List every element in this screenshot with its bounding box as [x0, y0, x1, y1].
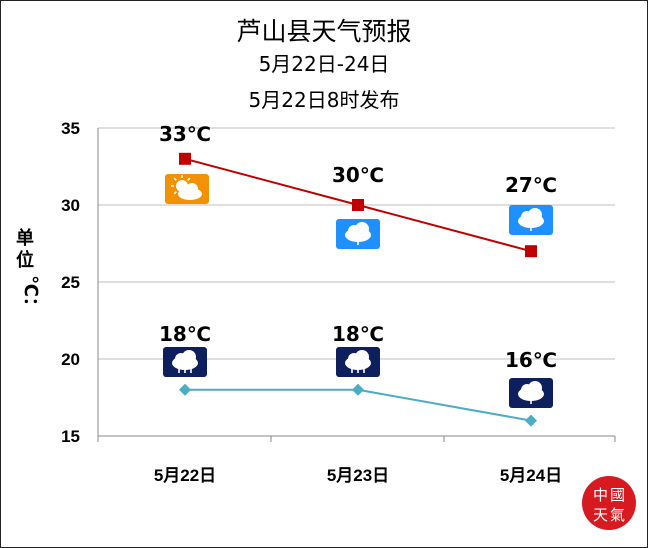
x-tick-label: 5月22日	[154, 466, 216, 485]
issue-time: 5月22日8时发布	[248, 88, 400, 112]
svg-text:國: 國	[610, 486, 625, 504]
high-partly-cloudy-icon	[165, 174, 209, 204]
chart-title: 芦山县天气预报	[236, 17, 412, 46]
low-point	[352, 383, 364, 396]
low-data-label: 16℃	[505, 348, 557, 372]
svg-text:中: 中	[593, 486, 608, 504]
high-data-label: 30℃	[332, 163, 384, 187]
y-axis-label: 单位 ℃：	[10, 228, 41, 315]
x-tick-label: 5月23日	[327, 466, 389, 485]
high-data-label: 27℃	[505, 173, 557, 197]
low-point	[179, 383, 191, 396]
high-point	[352, 199, 364, 211]
low-data-label: 18℃	[159, 322, 211, 346]
low-point	[525, 414, 537, 427]
y-tick-label: 15	[61, 427, 80, 446]
chart-subtitle: 5月22日-24日	[258, 52, 390, 76]
high-light-rain-icon	[509, 205, 553, 235]
y-tick-label: 25	[61, 273, 80, 292]
high-data-label: 33℃	[159, 122, 211, 146]
low-moderate-rain-icon	[163, 347, 207, 377]
low-light-rain-icon	[509, 378, 553, 408]
low-moderate-rain-icon	[336, 347, 380, 377]
svg-text:天: 天	[593, 506, 608, 524]
y-axis-label-text: 单位	[16, 228, 34, 271]
high-point	[179, 152, 191, 165]
y-tick-label: 35	[61, 119, 80, 138]
high-light-rain-icon	[336, 219, 380, 249]
x-tick-label: 5月24日	[500, 466, 562, 485]
svg-text:氣: 氣	[610, 506, 625, 524]
y-tick-label: 30	[61, 196, 80, 215]
low-data-label: 18℃	[332, 322, 384, 346]
high-point	[525, 245, 537, 258]
y-tick-label: 20	[61, 350, 80, 369]
china-weather-logo: 中 國 天 氣	[580, 474, 638, 532]
